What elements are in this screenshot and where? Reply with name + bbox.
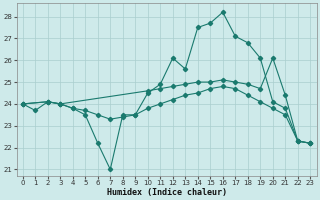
X-axis label: Humidex (Indice chaleur): Humidex (Indice chaleur) — [107, 188, 227, 197]
